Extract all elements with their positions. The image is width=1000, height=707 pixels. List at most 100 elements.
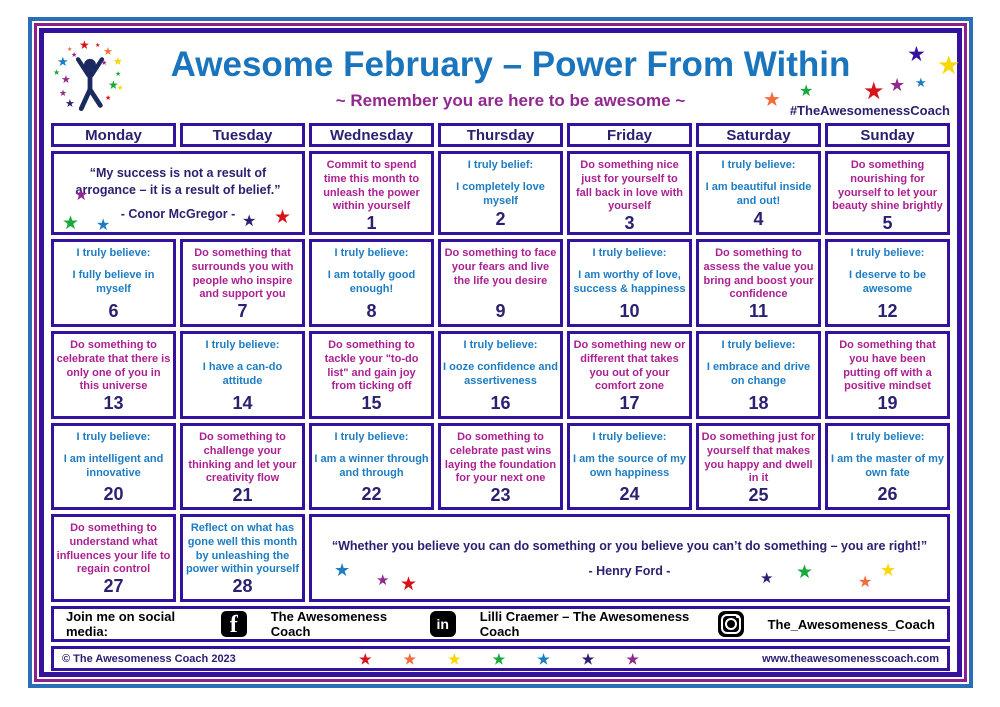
day-line: Commit to spend time this month to unlea… bbox=[323, 159, 420, 213]
day-cell-19: Do something that you have been putting … bbox=[825, 331, 950, 419]
instagram-icon[interactable] bbox=[717, 611, 744, 637]
day-text: I truly believe: I am the source of my ow… bbox=[572, 431, 687, 480]
day-number: 24 bbox=[619, 484, 640, 504]
star-icon: ★ bbox=[53, 68, 61, 77]
day-line: Do something to understand what influenc… bbox=[56, 522, 171, 576]
day-text: Do something that surrounds you with peo… bbox=[185, 247, 300, 302]
quote-cell-henry-ford: “Whether you believe you can do somethin… bbox=[309, 514, 950, 602]
day-line: I am a winner through and through bbox=[314, 452, 429, 479]
day-line: I am totally good enough! bbox=[327, 268, 416, 295]
star-icon: ★ bbox=[65, 98, 75, 110]
day-number: 8 bbox=[366, 301, 377, 321]
star-icon: ★ bbox=[799, 83, 814, 100]
day-number: 6 bbox=[108, 301, 119, 321]
linkedin-icon[interactable]: in bbox=[429, 611, 456, 637]
star-icon: ★ bbox=[59, 88, 68, 98]
day-line: I ooze confidence and assertiveness bbox=[443, 360, 558, 387]
facebook-icon[interactable]: f bbox=[220, 611, 247, 637]
instagram-handle[interactable]: The_Awesomeness_Coach bbox=[767, 616, 935, 632]
day-text: I truly believe: I am totally good enough… bbox=[314, 247, 429, 296]
day-line: Do something that surrounds you with peo… bbox=[191, 247, 294, 301]
star-icon: ★ bbox=[907, 43, 926, 66]
weekday-header-tuesday: Tuesday bbox=[180, 123, 305, 147]
content-frame: ★ ★ ★ ★ ★ ★ ★ ★ ★ ★ ★ ★ ★ ★ ★ ★ Awesome February – Powe… bbox=[39, 28, 962, 677]
day-number: 19 bbox=[877, 393, 898, 413]
logo: ★ ★ ★ ★ ★ ★ ★ ★ ★ ★ ★ ★ ★ ★ ★ ★ bbox=[51, 39, 131, 119]
day-cell-4: I truly believe: I am beautiful inside an… bbox=[696, 151, 821, 235]
day-line: I truly believe: bbox=[721, 339, 796, 351]
day-cell-3: Do something nice just for yourself to f… bbox=[567, 151, 692, 235]
day-line: I truly believe: bbox=[592, 247, 667, 259]
day-cell-9: Do something to face your fears and live… bbox=[438, 239, 563, 327]
day-line: I truly believe: bbox=[76, 247, 151, 259]
star-icon: ★ bbox=[448, 650, 461, 667]
day-line: I truly believe: bbox=[850, 247, 925, 259]
day-text: Do something to face your fears and live… bbox=[443, 247, 558, 288]
day-line: Do something that you have been putting … bbox=[839, 339, 936, 393]
day-text: Do something to understand what influenc… bbox=[56, 522, 171, 577]
linkedin-handle[interactable]: Lilli Craemer – The Awesomeness Coach bbox=[479, 609, 690, 639]
star-icon: ★ bbox=[57, 54, 69, 69]
day-number: 1 bbox=[366, 213, 377, 233]
hashtag-label: #TheAwesomenessCoach bbox=[789, 103, 950, 118]
day-line: Do something new or different that takes… bbox=[573, 339, 686, 393]
day-cell-27: Do something to understand what influenc… bbox=[51, 514, 176, 602]
day-text: Do something to tackle your "to-do list"… bbox=[314, 339, 429, 394]
star-icon: ★ bbox=[115, 71, 122, 78]
bottom-stars: ★ ★ ★ ★ ★ ★ ★ bbox=[236, 652, 762, 666]
day-number: 20 bbox=[103, 484, 124, 504]
middle-frame: ★ ★ ★ ★ ★ ★ ★ ★ ★ ★ ★ ★ ★ ★ ★ ★ Awesome February – Powe… bbox=[34, 23, 967, 682]
day-cell-2: I truly belief: I completely love myself 2 bbox=[438, 151, 563, 235]
star-icon: ★ bbox=[863, 78, 885, 105]
day-text: Do something just for yourself that make… bbox=[701, 431, 816, 486]
star-icon: ★ bbox=[274, 207, 292, 228]
quote-author: - Conor McGregor - bbox=[120, 207, 236, 222]
day-line: I truly believe: bbox=[205, 339, 280, 351]
day-text: Do something that you have been putting … bbox=[830, 339, 945, 394]
day-line: I completely love myself bbox=[456, 180, 545, 207]
weekday-header-saturday: Saturday bbox=[696, 123, 821, 147]
day-number: 3 bbox=[624, 213, 635, 233]
day-line: I truly believe: bbox=[850, 431, 925, 443]
calendar-grid: Monday Tuesday Wednesday Thursday Friday Satu… bbox=[51, 123, 950, 602]
day-cell-10: I truly believe: I am worthy of love, suc… bbox=[567, 239, 692, 327]
day-line: Do something to challenge your thinking … bbox=[188, 431, 297, 485]
day-number: 12 bbox=[877, 301, 898, 321]
day-number: 11 bbox=[748, 301, 769, 321]
star-icon: ★ bbox=[117, 85, 124, 92]
day-number: 25 bbox=[748, 485, 769, 505]
day-line: I am worthy of love, success & happiness bbox=[573, 268, 686, 295]
day-cell-8: I truly believe: I am totally good enough… bbox=[309, 239, 434, 327]
day-number: 14 bbox=[232, 393, 253, 413]
star-icon: ★ bbox=[492, 650, 506, 667]
day-cell-20: I truly believe: I am intelligent and inn… bbox=[51, 423, 176, 510]
day-text: Do something to celebrate that there is … bbox=[56, 339, 171, 394]
day-text: Do something to assess the value you bri… bbox=[701, 247, 816, 302]
star-icon: ★ bbox=[858, 574, 873, 591]
day-text: Do something nourishing for yourself to … bbox=[830, 159, 945, 214]
star-icon: ★ bbox=[537, 650, 550, 667]
day-line: I deserve to be awesome bbox=[848, 268, 927, 295]
day-number: 2 bbox=[495, 209, 506, 229]
star-icon: ★ bbox=[626, 650, 639, 667]
day-text: Do something to challenge your thinking … bbox=[185, 431, 300, 486]
copyright-label: © The Awesomeness Coach 2023 bbox=[62, 652, 236, 665]
day-line: Do something to celebrate past wins layi… bbox=[444, 431, 557, 485]
website-link[interactable]: www.theawesomenesscoach.com bbox=[762, 652, 939, 665]
star-icon: ★ bbox=[581, 650, 595, 667]
day-cell-18: I truly believe: I embrace and drive on c… bbox=[696, 331, 821, 419]
day-cell-7: Do something that surrounds you with peo… bbox=[180, 239, 305, 327]
day-number: 21 bbox=[232, 485, 253, 505]
day-line: I embrace and drive on change bbox=[706, 360, 811, 387]
day-cell-14: I truly believe: I have a can-do attitude… bbox=[180, 331, 305, 419]
day-number: 10 bbox=[619, 301, 640, 321]
star-icon: ★ bbox=[101, 60, 108, 67]
facebook-handle[interactable]: The Awesomeness Coach bbox=[270, 609, 388, 639]
day-cell-5: Do something nourishing for yourself to … bbox=[825, 151, 950, 235]
day-text: Do something to celebrate past wins layi… bbox=[443, 431, 558, 486]
weekday-header-monday: Monday bbox=[51, 123, 176, 147]
day-text: Reflect on what has gone well this month… bbox=[185, 522, 300, 577]
day-number: 23 bbox=[490, 485, 511, 505]
star-icon: ★ bbox=[96, 217, 111, 234]
day-cell-15: Do something to tackle your "to-do list"… bbox=[309, 331, 434, 419]
